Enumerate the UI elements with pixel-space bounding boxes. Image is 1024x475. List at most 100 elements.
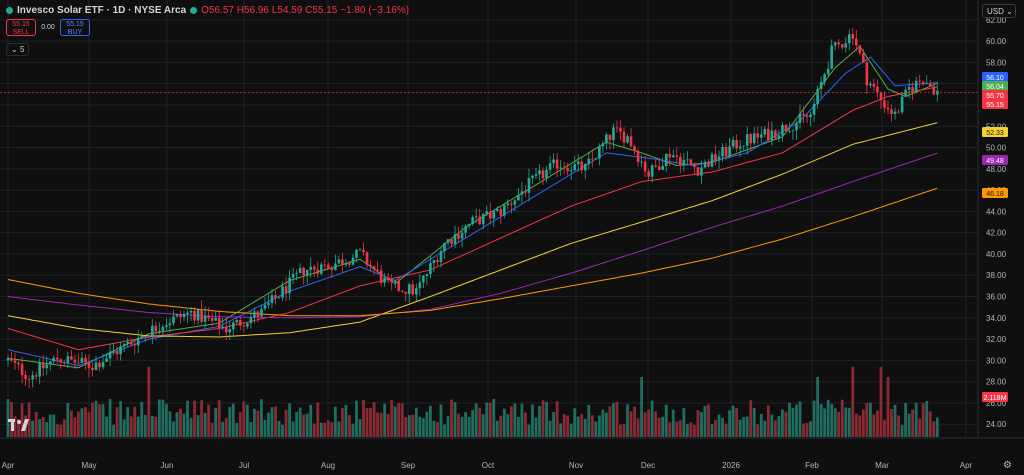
volume-tag <box>982 392 1008 402</box>
volume-bar <box>404 417 408 437</box>
candle-body <box>186 312 189 315</box>
candle-body <box>239 319 242 326</box>
volume-bar <box>207 404 211 437</box>
volume-bar <box>700 412 703 437</box>
candle-body <box>291 273 295 278</box>
candle-body <box>872 83 876 87</box>
volume-bar <box>31 420 35 437</box>
volume-bar <box>858 415 862 437</box>
candle-body <box>724 147 728 156</box>
volume-bar <box>425 411 429 437</box>
candle-body <box>474 216 478 218</box>
volume-bar <box>559 423 563 437</box>
volume-bar <box>664 404 668 437</box>
candle-body <box>140 336 144 338</box>
volume-bar <box>355 400 358 437</box>
candle-body <box>154 325 158 332</box>
candle-body <box>492 210 496 219</box>
volume-bar <box>333 406 337 437</box>
candle-body <box>390 279 393 283</box>
candle-body <box>84 357 87 363</box>
indicator-toggle[interactable]: ⌄ 5 <box>6 43 30 56</box>
volume-bar <box>45 422 49 437</box>
sell-button[interactable]: 55.15 SELL <box>6 19 36 36</box>
candle-body <box>284 286 288 294</box>
volume-bar <box>590 415 594 437</box>
volume-bar <box>341 407 344 437</box>
symbol-title[interactable]: Invesco Solar ETF · 1D · NYSE Arca <box>17 5 187 16</box>
volume-bar <box>742 417 746 437</box>
volume-bar <box>217 400 221 437</box>
candle-body <box>143 335 147 337</box>
volume-bar <box>685 424 689 437</box>
buy-button[interactable]: 55.15 BUY <box>60 19 90 36</box>
candle-body <box>249 317 253 324</box>
volume-bar <box>84 407 87 437</box>
candle-body <box>481 214 485 225</box>
volume-bar <box>555 401 559 437</box>
candle-body <box>844 43 848 48</box>
volume-bar <box>594 421 598 437</box>
volume-bar <box>147 367 151 437</box>
candle-body <box>503 205 506 216</box>
candle-body <box>376 269 379 271</box>
volume-bar <box>193 400 196 437</box>
sell-price: 55.15 <box>12 21 30 28</box>
candle-body <box>721 147 724 157</box>
volume-bar <box>763 420 767 437</box>
volume-bar <box>717 414 721 437</box>
price-tags: 56.10 56.04 55.70 55.15 52.33 49.48 46.18 2.118… <box>982 72 1008 402</box>
price-tag <box>982 155 1008 165</box>
volume-bar <box>291 421 295 437</box>
volume-bar <box>52 414 56 437</box>
candle-body <box>425 274 429 276</box>
candle-body <box>126 341 129 345</box>
x-tick-label: 2026 <box>722 461 740 470</box>
volume-bar <box>682 407 686 437</box>
volume-bar <box>319 422 323 437</box>
candle-body <box>643 161 647 172</box>
tradingview-logo-icon[interactable] <box>8 418 30 432</box>
candle-body <box>256 311 260 317</box>
currency-select[interactable]: USD ⌄ <box>982 4 1016 18</box>
volume-bar <box>323 422 327 437</box>
candle-body <box>707 161 710 167</box>
volume-bar <box>914 402 918 437</box>
volume-bar <box>784 411 788 437</box>
candle-body <box>569 170 573 172</box>
volume-bar <box>154 416 158 437</box>
volume-bar <box>133 406 137 437</box>
y-tick-label: 62.00 <box>986 16 1007 25</box>
settings-icon[interactable]: ⚙ <box>1003 460 1012 471</box>
x-tick-label: Feb <box>805 461 819 470</box>
volume-bar <box>513 403 517 437</box>
x-tick-label: Mar <box>875 461 889 470</box>
volume-bar <box>210 422 214 437</box>
volume-bar <box>101 404 105 437</box>
volume-bar <box>330 422 334 437</box>
candle-body <box>17 362 20 365</box>
price-tag <box>982 99 1008 109</box>
volume-bar <box>668 422 672 437</box>
price-tag <box>982 188 1008 198</box>
volume-bar <box>17 418 20 437</box>
candle-body <box>876 86 879 93</box>
volume-bar <box>847 407 851 437</box>
candle-body <box>158 330 161 332</box>
candle-body <box>80 357 84 363</box>
volume-bar <box>545 401 548 437</box>
volume-bar <box>569 423 573 437</box>
volume-bar <box>179 408 182 437</box>
candle-body <box>823 74 826 83</box>
candle-body <box>840 44 844 48</box>
volume-bar <box>886 377 890 437</box>
candle-body <box>735 140 738 149</box>
candle-body <box>369 264 372 267</box>
candle-body <box>263 304 267 309</box>
candle-body <box>295 272 298 274</box>
candle-body <box>795 123 798 131</box>
y-tick-label: 26.00 <box>986 399 1007 408</box>
volume-bar <box>823 408 827 437</box>
candle-body <box>24 375 27 380</box>
